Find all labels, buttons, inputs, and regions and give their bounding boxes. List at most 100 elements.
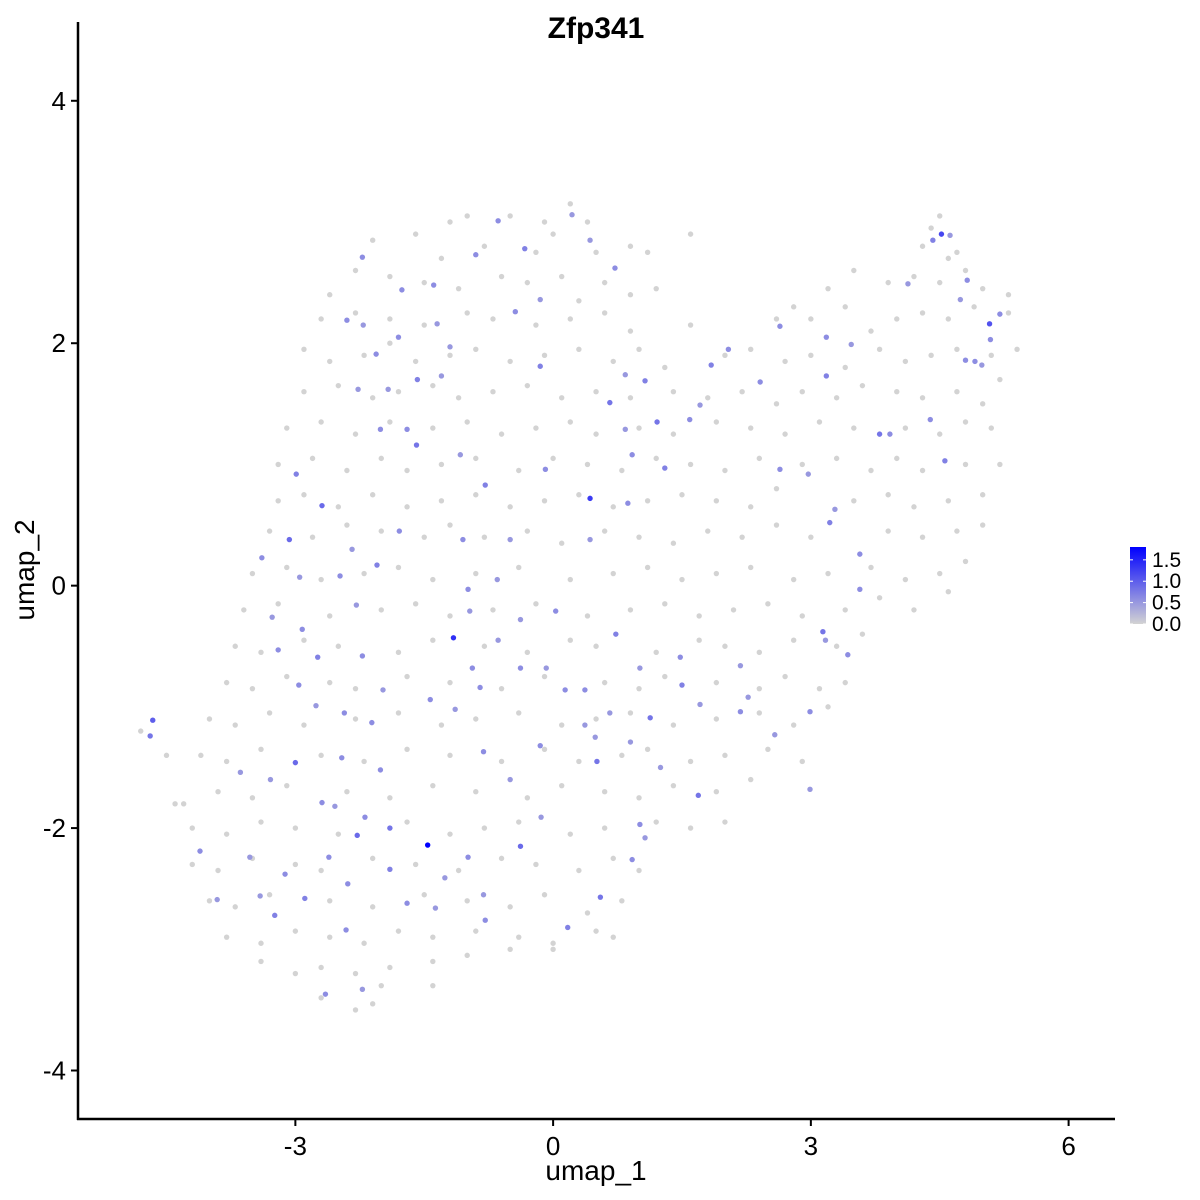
cell-point <box>352 716 359 722</box>
cell-point <box>584 910 591 916</box>
cell-point <box>799 461 805 468</box>
cell-point <box>387 795 393 801</box>
cell-point <box>782 673 788 680</box>
cell-point <box>378 455 384 462</box>
cell-point-expressed <box>997 311 1003 317</box>
cell-point-expressed <box>442 875 448 881</box>
cell-point-expressed <box>319 502 325 509</box>
cell-point-expressed <box>772 732 778 738</box>
cell-point <box>919 534 926 540</box>
cell-point <box>387 419 393 425</box>
cell-point <box>644 746 651 752</box>
cell-point <box>722 643 728 649</box>
cell-point <box>576 346 582 352</box>
cell-point-expressed <box>447 344 453 350</box>
cell-point-expressed <box>313 702 319 709</box>
cell-point-expressed <box>697 402 703 408</box>
cell-point <box>713 419 720 425</box>
cell-point <box>309 534 316 540</box>
cell-point <box>593 716 599 722</box>
cell-point <box>576 867 582 874</box>
cell-point <box>524 528 531 534</box>
cell-point <box>395 928 402 934</box>
cell-point <box>559 782 565 789</box>
cell-point-expressed <box>986 321 993 327</box>
cell-point-expressed <box>708 362 714 368</box>
cell-point <box>223 679 230 686</box>
cell-point <box>962 558 969 565</box>
cell-point <box>567 419 573 425</box>
cell-point <box>352 267 359 274</box>
cell-point <box>722 467 728 474</box>
cell-point <box>644 564 651 571</box>
cell-point <box>223 758 230 765</box>
cell-point <box>962 419 969 425</box>
cell-point <box>378 607 384 613</box>
cell-point <box>138 728 144 734</box>
cell-point <box>979 401 986 407</box>
cell-point <box>748 776 754 783</box>
cell-point <box>593 431 599 437</box>
cell-point <box>842 607 848 613</box>
cell-point-expressed <box>315 654 321 660</box>
cell-point-expressed <box>737 709 744 715</box>
cell-point <box>833 455 840 462</box>
cell-point <box>670 540 677 546</box>
cell-point <box>730 607 737 613</box>
cell-point <box>189 861 195 868</box>
cell-point <box>275 498 281 504</box>
cell-point <box>369 904 376 910</box>
cell-point <box>258 819 264 825</box>
cell-point <box>361 758 367 765</box>
cell-point <box>902 425 909 431</box>
cell-point-expressed <box>473 252 479 258</box>
cell-point-expressed <box>642 378 648 384</box>
cell-point-expressed <box>647 715 653 721</box>
cell-point <box>481 643 488 649</box>
cell-point-expressed <box>745 694 751 700</box>
cell-point <box>344 522 350 528</box>
cell-point <box>670 431 677 437</box>
cell-point <box>301 346 307 352</box>
cell-point-expressed <box>827 519 833 526</box>
cell-point <box>979 285 986 292</box>
cell-point <box>610 358 616 365</box>
cell-point-expressed <box>657 764 664 771</box>
cell-point <box>369 855 376 862</box>
cell-point <box>387 316 393 322</box>
cell-point-expressed <box>607 399 613 406</box>
cell-point-expressed <box>467 608 473 614</box>
cell-point-expressed <box>957 296 964 303</box>
cell-point-expressed <box>848 341 854 348</box>
cell-point-expressed <box>695 792 702 799</box>
y-tick-label: 4 <box>52 86 66 116</box>
cell-point <box>808 316 814 322</box>
cell-point-expressed <box>612 265 618 271</box>
colorbar-legend: 0.00.51.01.5 <box>1130 547 1181 636</box>
cell-point <box>507 904 513 910</box>
cell-point <box>885 492 891 498</box>
cell-point <box>327 358 333 365</box>
cell-point <box>438 722 445 728</box>
cell-point <box>284 673 290 680</box>
x-tick-label: 0 <box>546 1131 560 1161</box>
cell-point-expressed <box>876 431 883 437</box>
cell-point <box>722 819 728 825</box>
cell-point <box>816 685 823 692</box>
cell-point <box>584 219 591 225</box>
cell-point <box>284 564 290 571</box>
cell-point <box>928 352 934 359</box>
cell-point <box>335 382 342 389</box>
cell-point-expressed <box>296 574 303 580</box>
cell-point <box>748 425 754 431</box>
cell-point <box>756 649 763 656</box>
cell-point <box>851 267 857 274</box>
cell-point <box>352 970 359 977</box>
cell-point <box>825 704 831 710</box>
cell-point <box>395 649 402 656</box>
cell-point <box>318 419 324 425</box>
x-tick-label: 6 <box>1061 1131 1075 1161</box>
cell-point <box>404 467 410 474</box>
cell-point <box>937 570 943 577</box>
cell-point <box>773 401 780 407</box>
